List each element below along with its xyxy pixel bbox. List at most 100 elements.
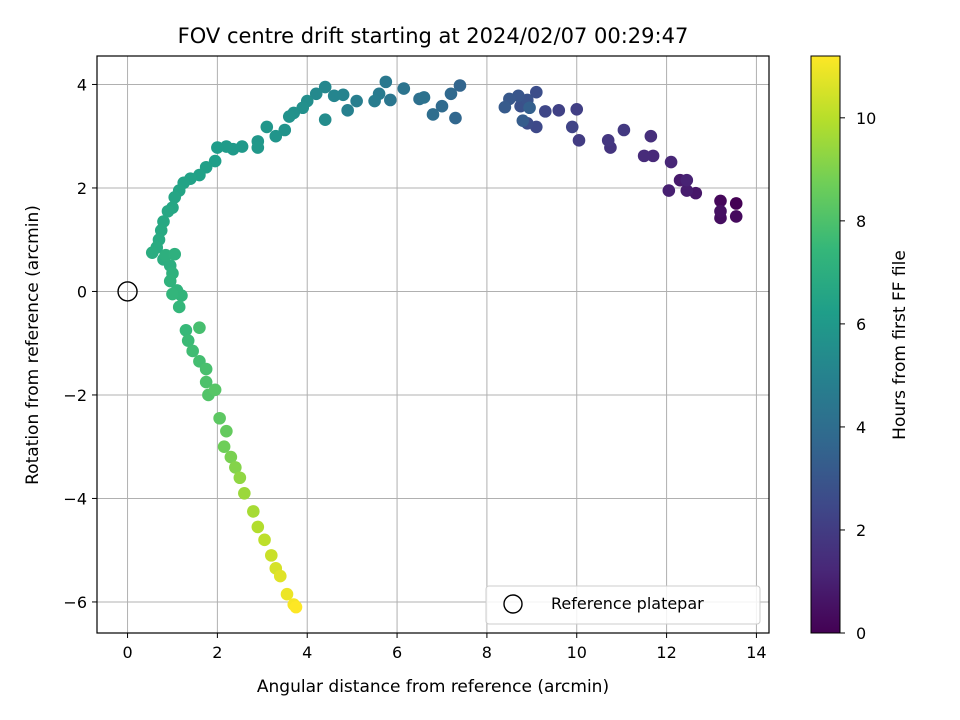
data-point [282, 110, 296, 123]
colorbar-label: Hours from first FF file [890, 250, 910, 440]
data-point [664, 155, 678, 169]
data-point [251, 141, 265, 154]
data-point [289, 600, 303, 614]
x-tick-label: 12 [656, 643, 676, 662]
data-point [161, 204, 175, 218]
data-point [220, 424, 233, 438]
reference-point [117, 281, 138, 302]
data-point [680, 184, 694, 197]
data-point [172, 300, 186, 314]
data-point [208, 154, 222, 168]
x-tick-label: 4 [302, 643, 312, 662]
data-point [318, 80, 332, 94]
y-tick-label: 2 [77, 179, 87, 198]
data-point [251, 520, 265, 534]
y-tick-label: −6 [63, 593, 87, 612]
x-axis-ticks: 0 2 4 6 8 10 12 14 [122, 633, 767, 662]
y-tick-label: −2 [63, 386, 87, 405]
data-point [309, 87, 323, 101]
colorbar-tick-label: 4 [856, 418, 866, 437]
data-point [662, 184, 676, 197]
data-point [449, 111, 462, 125]
data-point [644, 129, 658, 143]
data-point [646, 149, 660, 163]
data-point [199, 375, 213, 389]
data-point [426, 108, 440, 121]
data-point [145, 246, 159, 259]
data-point [617, 123, 631, 137]
y-axis-ticks: −6 −4 −2 0 2 4 [63, 75, 97, 612]
legend-marker [503, 594, 523, 614]
x-tick-label: 8 [482, 643, 492, 662]
data-point [211, 141, 224, 154]
colorbar-tick-label: 2 [856, 521, 866, 540]
data-point [729, 210, 743, 223]
data-point [217, 440, 231, 454]
data-point [714, 194, 727, 208]
data-point [538, 105, 552, 118]
chart-title: FOV centre drift starting at 2024/02/07 … [178, 24, 689, 48]
x-tick-label: 2 [212, 643, 222, 662]
data-point [530, 85, 543, 99]
data-point [181, 334, 195, 347]
x-tick-label: 14 [746, 643, 766, 662]
y-axis-label: Rotation from reference (arcmin) [23, 205, 43, 485]
plot-frame [96, 55, 770, 634]
colorbar [810, 55, 841, 634]
data-point [186, 344, 199, 358]
data-point [637, 149, 651, 163]
data-point [233, 471, 247, 485]
data-point [168, 247, 182, 261]
legend: Reference platepar [485, 585, 761, 625]
data-point [258, 533, 271, 547]
data-point [601, 134, 615, 147]
legend-label: Reference platepar [551, 594, 704, 613]
data-point [179, 323, 193, 337]
data-point [193, 321, 206, 334]
data-point [729, 197, 743, 210]
legend-box [485, 585, 761, 625]
data-point [552, 104, 566, 117]
data-point [341, 104, 354, 117]
data-point [516, 114, 530, 127]
data-point [199, 362, 213, 376]
data-point [224, 450, 238, 464]
x-axis-label: Angular distance from reference (arcmin) [257, 677, 609, 697]
data-point [397, 82, 411, 95]
data-point [238, 486, 251, 500]
data-point [379, 75, 393, 89]
colorbar-tick-label: 8 [856, 212, 866, 231]
data-point [565, 120, 579, 134]
data-point [384, 93, 397, 107]
x-tick-label: 6 [392, 643, 402, 662]
data-point [269, 129, 283, 143]
data-point [327, 89, 341, 103]
data-point [368, 94, 381, 108]
data-point [213, 411, 226, 425]
data-point [208, 383, 222, 397]
data-point [453, 79, 467, 92]
data-point [166, 287, 179, 301]
colorbar-tick-label: 10 [856, 109, 876, 128]
data-point [247, 505, 260, 518]
grid [97, 56, 769, 633]
y-tick-label: 4 [77, 75, 87, 94]
x-tick-label: 10 [567, 643, 587, 662]
data-point [498, 100, 512, 114]
data-point [163, 274, 177, 288]
data-point [444, 87, 458, 101]
reference-marker [117, 281, 138, 302]
data-point [570, 103, 584, 116]
data-point [435, 99, 449, 113]
data-point [318, 113, 332, 126]
x-tick-label: 0 [122, 643, 132, 662]
data-point [417, 91, 431, 104]
data-point [260, 120, 274, 134]
colorbar-tick-label: 0 [856, 624, 866, 643]
data-point [273, 569, 287, 583]
data-point [680, 173, 694, 187]
data-points [145, 75, 743, 614]
data-point [714, 204, 727, 218]
data-point [350, 94, 363, 108]
